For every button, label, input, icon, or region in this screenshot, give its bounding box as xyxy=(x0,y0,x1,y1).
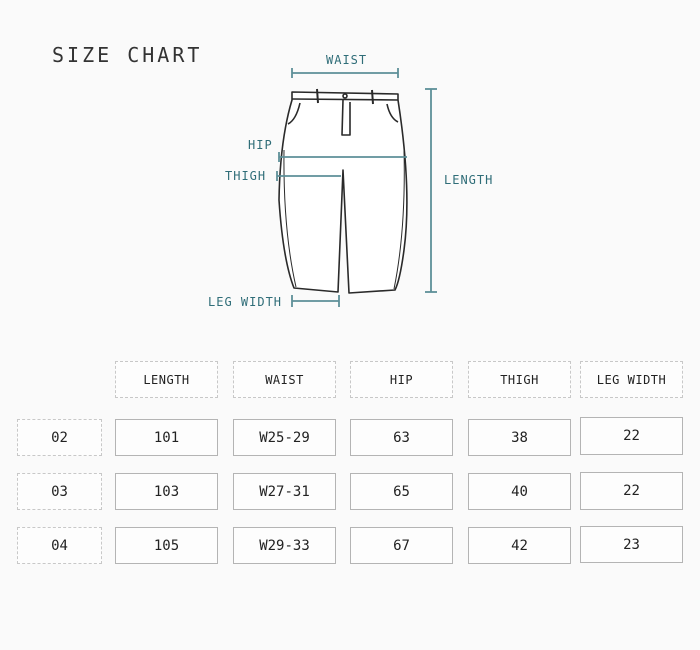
thigh-label: THIGH xyxy=(225,169,267,183)
cell-leg-width: 23 xyxy=(580,526,683,563)
length-label: LENGTH xyxy=(444,173,494,187)
cell-length: 105 xyxy=(115,527,218,564)
cell-length: 101 xyxy=(115,419,218,456)
pants-outline xyxy=(278,88,408,294)
cell-leg-width: 22 xyxy=(580,417,683,455)
cell-hip: 65 xyxy=(350,473,453,510)
header-leg-width: LEG WIDTH xyxy=(580,361,683,398)
page-title: SIZE CHART xyxy=(52,43,203,67)
cell-thigh: 42 xyxy=(468,527,571,564)
header-waist: WAIST xyxy=(233,361,336,398)
cell-length: 103 xyxy=(115,473,218,510)
cell-hip: 63 xyxy=(350,419,453,456)
cell-waist: W27-31 xyxy=(233,473,336,510)
cell-waist: W25-29 xyxy=(233,419,336,456)
pants-diagram xyxy=(276,68,437,307)
size-label: 02 xyxy=(17,419,102,456)
hip-label: HIP xyxy=(248,138,273,152)
size-label: 04 xyxy=(17,527,102,564)
cell-thigh: 38 xyxy=(468,419,571,456)
size-label: 03 xyxy=(17,473,102,510)
waist-label: WAIST xyxy=(326,53,368,67)
leg-width-label: LEG WIDTH xyxy=(208,295,283,309)
measure-lines xyxy=(276,68,437,307)
cell-waist: W29-33 xyxy=(233,527,336,564)
header-length: LENGTH xyxy=(115,361,218,398)
header-hip: HIP xyxy=(350,361,453,398)
cell-hip: 67 xyxy=(350,527,453,564)
cell-thigh: 40 xyxy=(468,473,571,510)
cell-leg-width: 22 xyxy=(580,472,683,510)
header-thigh: THIGH xyxy=(468,361,571,398)
